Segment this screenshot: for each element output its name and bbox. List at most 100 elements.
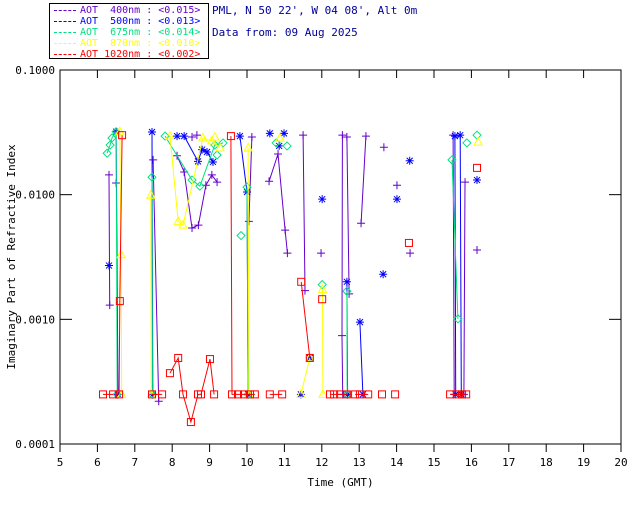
data-marker-triangle <box>318 388 328 398</box>
x-tick-label: 7 <box>131 456 138 469</box>
data-marker-square <box>297 277 306 286</box>
data-marker-triangle <box>146 388 157 398</box>
data-marker-triangle <box>210 131 220 141</box>
data-marker-square <box>458 390 467 399</box>
series-line <box>118 135 123 395</box>
legend-dash-icon <box>54 32 76 33</box>
legend-item-870nm: AOT 870nm : <0.010> <box>54 38 206 49</box>
data-marker-plus <box>357 219 366 228</box>
x-axis-label: Time (GMT) <box>307 476 373 489</box>
x-tick-label: 11 <box>278 456 291 469</box>
legend-label: AOT 400nm : <0.015> <box>80 5 201 16</box>
data-marker-square <box>278 390 287 399</box>
data-marker-square <box>158 390 167 399</box>
data-marker-square <box>115 390 124 399</box>
data-marker-triangle <box>115 126 125 136</box>
data-marker-square <box>473 163 482 172</box>
data-marker-square <box>250 390 259 399</box>
data-marker-square <box>462 390 471 399</box>
data-marker-asterisk <box>473 176 482 185</box>
series-line <box>300 357 311 395</box>
data-marker-plus <box>338 131 347 140</box>
data-marker-plus <box>104 170 113 179</box>
data-marker-triangle <box>116 249 126 259</box>
x-tick-label: 16 <box>465 456 478 469</box>
data-marker-diamond <box>111 126 121 137</box>
data-marker-asterisk <box>235 132 244 141</box>
data-marker-square <box>265 390 274 399</box>
series-line <box>359 322 364 395</box>
y-tick-label: 0.0010 <box>15 313 55 326</box>
x-tick-label: 12 <box>315 456 328 469</box>
data-marker-asterisk <box>405 156 414 165</box>
series-line <box>239 136 249 395</box>
legend-item-1020nm: AOT 1020nm : <0.002> <box>54 49 206 60</box>
data-marker-plus <box>188 133 197 142</box>
data-marker-plus <box>192 131 201 140</box>
data-marker-asterisk <box>318 195 327 204</box>
series-line <box>300 281 311 359</box>
data-marker-plus <box>345 289 354 298</box>
data-marker-triangle <box>215 142 225 152</box>
data-marker-diamond <box>212 150 222 160</box>
data-marker-square <box>355 390 364 399</box>
x-tick-label: 5 <box>57 456 64 469</box>
series-line <box>346 136 350 294</box>
data-marker-square <box>305 353 314 362</box>
data-marker-plus <box>361 132 370 141</box>
plot-frame <box>59 69 622 445</box>
data-marker-square <box>186 418 195 427</box>
data-marker-square <box>210 390 219 399</box>
site-location-text: PML, N 50 22', W 04 08', Alt 0m <box>212 4 418 17</box>
x-tick-label: 6 <box>94 456 101 469</box>
legend-item-400nm: AOT 400nm : <0.015> <box>54 5 206 16</box>
data-marker-diamond <box>236 230 246 241</box>
series-line <box>360 136 367 224</box>
x-tick-label: 13 <box>353 456 366 469</box>
data-marker-diamond <box>447 155 457 165</box>
data-marker-plus <box>213 178 222 187</box>
data-marker-square <box>452 390 461 399</box>
data-marker-square <box>245 390 254 399</box>
series-line <box>459 135 462 395</box>
series-line <box>341 135 344 395</box>
data-marker-triangle <box>146 189 156 199</box>
legend-label: AOT 870nm : <0.010> <box>80 38 201 49</box>
x-tick-label: 9 <box>206 456 213 469</box>
data-marker-triangle <box>173 215 184 225</box>
data-marker-square <box>330 390 339 399</box>
data-marker-square <box>148 390 157 399</box>
data-marker-square <box>179 390 188 399</box>
data-marker-asterisk <box>148 128 157 137</box>
data-marker-diamond <box>462 138 472 148</box>
data-marker-square <box>351 390 360 399</box>
data-marker-square <box>226 132 235 141</box>
data-marker-asterisk <box>202 147 211 156</box>
data-marker-triangle <box>296 388 306 398</box>
x-tick-label: 17 <box>502 456 515 469</box>
data-marker-diamond <box>147 172 157 182</box>
data-marker-diamond <box>107 133 117 143</box>
series-675nm <box>102 126 482 400</box>
data-marker-triangle <box>275 132 285 142</box>
data-marker-triangle <box>165 130 175 140</box>
series-500nm <box>104 127 482 399</box>
series-line <box>463 182 466 395</box>
data-marker-square <box>240 390 249 399</box>
data-marker-diamond <box>342 286 352 296</box>
legend-item-675nm: AOT 675nm : <0.014> <box>54 27 206 38</box>
data-marker-square <box>115 297 124 306</box>
data-marker-plus <box>337 331 346 340</box>
data-marker-square <box>205 355 214 364</box>
series-line <box>119 131 123 395</box>
data-marker-square <box>326 390 335 399</box>
data-marker-triangle <box>116 388 127 398</box>
legend-dash-icon <box>54 43 76 44</box>
legend-label: AOT 1020nm : <0.002> <box>80 49 201 60</box>
x-tick-label: 18 <box>540 456 553 469</box>
data-marker-asterisk <box>392 195 401 204</box>
data-marker-diamond <box>453 314 463 324</box>
data-marker-square <box>118 131 127 140</box>
data-marker-triangle <box>178 219 188 229</box>
